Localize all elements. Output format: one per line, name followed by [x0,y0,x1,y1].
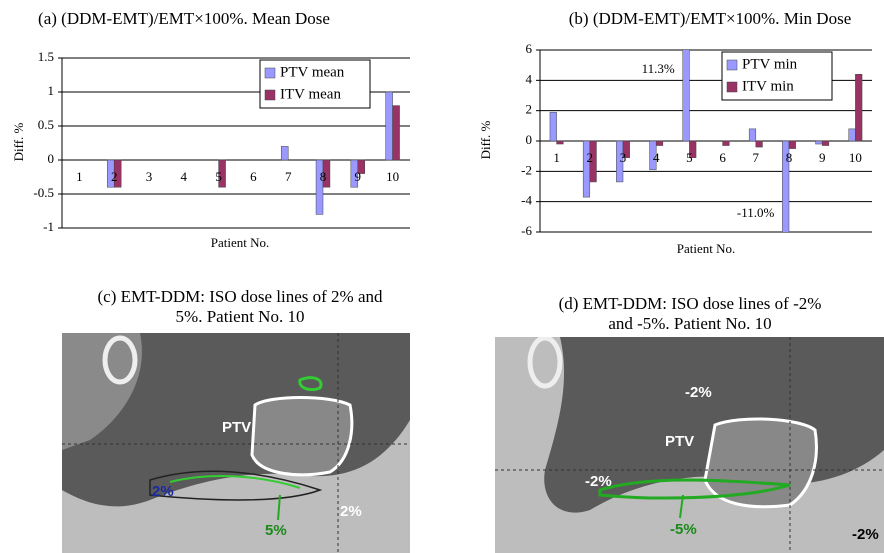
legend-label: PTV mean [280,64,345,80]
x-tick-label: 10 [849,150,862,165]
image-title: and -5%. Patient No. 10 [608,314,771,333]
bar [849,129,856,141]
bar [550,112,557,141]
x-tick-label: 8 [320,169,327,184]
value-label: 11.3% [642,61,675,76]
bar [789,141,796,149]
figure: (c) EMT-DDM: ISO dose lines of 2% and 5%… [0,0,884,553]
image-label: -2% [685,384,712,401]
x-axis-label: Patient No. [211,235,270,250]
x-tick-label: 4 [181,169,188,184]
y-tick-label: 4 [526,71,533,86]
x-tick-label: 7 [285,169,292,184]
image-title: (c) EMT-DDM: ISO dose lines of 2% and [97,287,383,306]
x-tick-label: 9 [819,150,826,165]
y-tick-label: -4 [521,193,532,208]
legend-label: ITV mean [280,86,341,102]
x-tick-label: 1 [553,150,560,165]
x-tick-label: 5 [686,150,693,165]
y-axis-label: Diff. % [478,120,493,159]
image-label: -5% [670,521,697,538]
y-axis-label: Diff. % [11,122,26,161]
legend-swatch [727,60,737,70]
ct-image [62,333,410,553]
x-tick-label: 8 [786,150,793,165]
y-tick-label: 6 [526,41,533,56]
bar [557,141,564,144]
x-tick-label: 5 [215,169,222,184]
image-title: 5%. Patient No. 10 [176,307,305,326]
chart-title: (b) (DDM-EMT)/EMT×100%. Min Dose [569,9,852,28]
value-label: -11.0% [737,205,775,220]
y-tick-label: 2 [526,102,533,117]
y-tick-label: -6 [521,223,532,238]
x-tick-label: 6 [719,150,726,165]
y-tick-label: -2 [521,162,532,177]
image-label: PTV [665,433,694,450]
y-tick-label: 0.5 [38,117,54,132]
bar [723,141,730,146]
bar [855,74,862,141]
legend-label: PTV min [742,56,798,72]
bar [281,146,288,160]
image-label: 2% [340,503,362,520]
image-label: 2% [152,483,174,500]
y-tick-label: -1 [43,219,54,234]
bar [656,141,663,146]
x-tick-label: 10 [386,169,399,184]
legend-swatch [265,68,275,78]
bar [822,141,829,146]
image-label: 5% [265,522,287,539]
bar [816,141,823,144]
image-label: -2% [852,526,879,543]
y-tick-label: 1 [48,83,55,98]
plot-area [107,92,399,214]
bar [782,141,789,308]
y-tick-label: 0 [48,151,55,166]
x-tick-label: 3 [146,169,153,184]
x-tick-label: 7 [753,150,760,165]
x-tick-label: 4 [653,150,660,165]
x-tick-label: 6 [250,169,257,184]
legend-swatch [265,90,275,100]
legend-swatch [727,82,737,92]
y-tick-label: 1.5 [38,49,54,64]
image-label: PTV [222,419,251,436]
y-tick-label: -0.5 [33,185,54,200]
image-label: -2% [585,473,612,490]
bar [756,141,763,147]
bar [749,129,756,141]
chart-title: (a) (DDM-EMT)/EMT×100%. Mean Dose [38,9,330,28]
x-tick-label: 2 [111,169,118,184]
x-tick-label: 2 [587,150,594,165]
x-axis-label: Patient No. [677,241,736,256]
plot-area [550,0,862,308]
legend-label: ITV min [742,78,794,94]
bar [386,92,393,160]
x-tick-label: 9 [355,169,362,184]
x-tick-label: 3 [620,150,627,165]
image-title: (d) EMT-DDM: ISO dose lines of -2% [559,294,822,313]
bar [393,106,400,160]
y-tick-label: 0 [526,132,533,147]
x-tick-label: 1 [76,169,83,184]
